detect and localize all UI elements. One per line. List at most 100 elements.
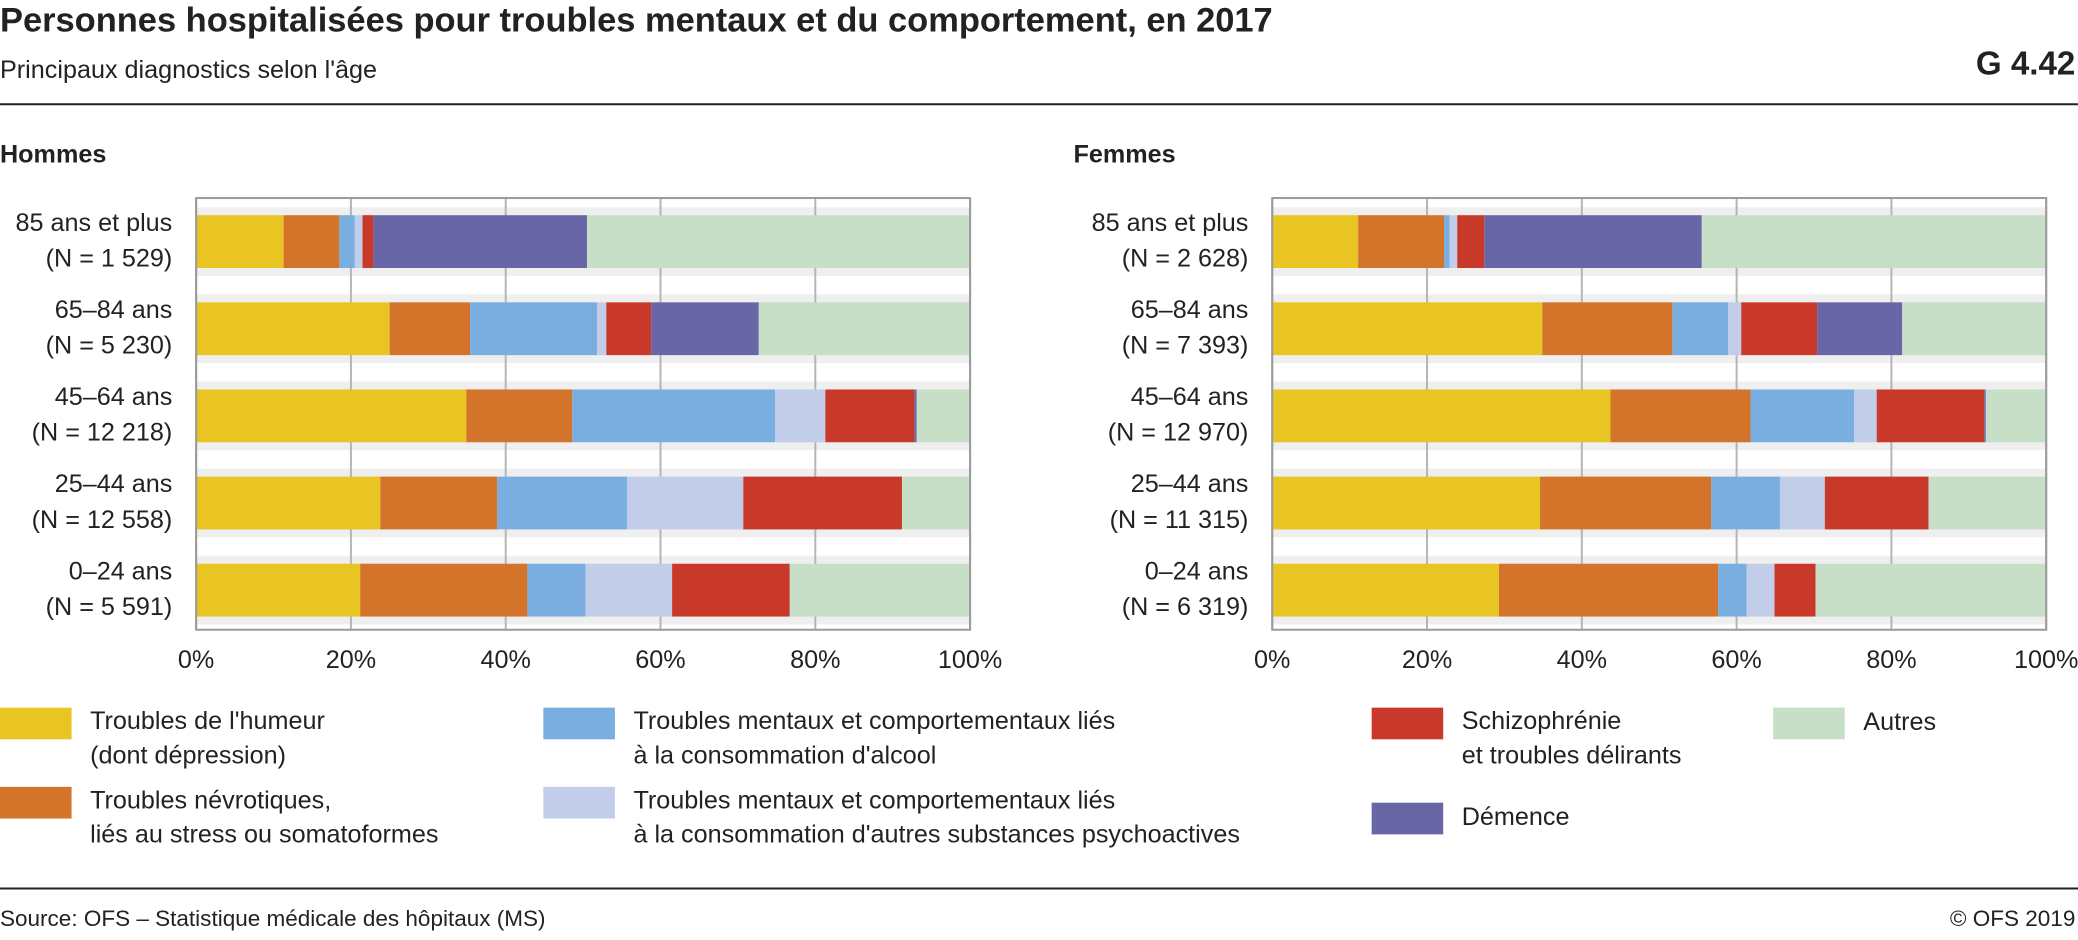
bar-segment (373, 215, 587, 269)
y-tick-label: 65–84 ans (N = 5 230) (46, 296, 173, 360)
bar-segment (1272, 563, 1500, 617)
bar-segment (1542, 302, 1673, 356)
x-tick-label: 20% (326, 646, 376, 674)
bar-segment (196, 476, 381, 530)
y-tick-label: 0–24 ans (N = 6 319) (1122, 557, 1249, 621)
x-tick-label: 60% (1711, 646, 1761, 674)
legend-swatch (1773, 707, 1845, 740)
bar-segment (1272, 389, 1611, 443)
y-tick-label: 25–44 ans (N = 12 558) (32, 470, 173, 534)
bar-segment (825, 389, 915, 443)
bar-segment (354, 215, 363, 269)
legend-label: Démence (1462, 803, 1570, 831)
bar-segment (1711, 476, 1780, 530)
bar-segment (1876, 389, 1985, 443)
figure-code: G 4.42 (1976, 46, 2075, 83)
bar-segment (1272, 215, 1359, 269)
legend-label: Autres (1863, 708, 1936, 736)
bar-segment (362, 215, 374, 269)
x-tick-label: 0% (1254, 646, 1290, 674)
y-tick-label: 85 ans et plus (N = 2 628) (1092, 208, 1249, 272)
legend-label: Troubles de l'humeur (dont dépression) (90, 707, 325, 769)
bar-segment (572, 389, 776, 443)
subtitle: Principaux diagnostics selon l'âge (0, 56, 377, 84)
panel-title: Femmes (1073, 140, 1175, 168)
bar-segment (901, 476, 971, 530)
bar-segment (389, 302, 471, 356)
bar-segment (1746, 563, 1775, 617)
bar-segment (196, 302, 390, 356)
bar-segment (1750, 389, 1855, 443)
bar-segment (1854, 389, 1877, 443)
bar-segment (196, 563, 361, 617)
bar-segment (627, 476, 744, 530)
legend-swatch (543, 786, 615, 819)
bar-segment (1701, 215, 2047, 269)
legend-label: Schizophrénie et troubles délirants (1462, 707, 1682, 769)
bar-segment (585, 563, 673, 617)
bar-segment (1358, 215, 1445, 269)
y-tick-label: 25–44 ans (N = 11 315) (1110, 470, 1249, 534)
bar-segment (1779, 476, 1825, 530)
x-tick-label: 80% (1866, 646, 1916, 674)
bar-segment (1457, 215, 1485, 269)
bar-segment (1741, 302, 1818, 356)
title: Personnes hospitalisées pour troubles me… (0, 2, 1273, 40)
bar-segment (470, 302, 598, 356)
bar-segment (586, 215, 971, 269)
y-tick-label: 0–24 ans (N = 5 591) (46, 557, 173, 621)
x-tick-label: 60% (635, 646, 685, 674)
bar-segment (380, 476, 498, 530)
bar-segment (1444, 215, 1450, 269)
legend-label: Troubles névrotiques, liés au stress ou s… (90, 786, 438, 848)
bar-segment (527, 563, 586, 617)
bar-segment (1928, 476, 2047, 530)
bar-segment (196, 215, 284, 269)
bar-segment (1499, 563, 1719, 617)
bar-segment (789, 563, 971, 617)
bar-segment (916, 389, 971, 443)
bar-segment (1728, 302, 1742, 356)
bar-segment (1272, 476, 1541, 530)
copyright: © OFS 2019 (1950, 906, 2075, 931)
legend-swatch (1371, 802, 1444, 835)
bar-segment (914, 389, 917, 443)
bar-segment (196, 389, 467, 443)
legend-swatch (543, 707, 615, 740)
bar-segment (775, 389, 826, 443)
bar-segment (1484, 215, 1702, 269)
bar-segment (1774, 563, 1816, 617)
bar-segment (1984, 389, 1986, 443)
bar-segment (743, 476, 902, 530)
bar-segment (597, 302, 607, 356)
bar-segment (651, 302, 759, 356)
x-tick-label: 20% (1402, 646, 1452, 674)
bar-segment (1815, 563, 2047, 617)
bar-segment (1449, 215, 1458, 269)
bar-segment (1985, 389, 2047, 443)
bar-segment (1672, 302, 1729, 356)
bar-segment (672, 563, 790, 617)
panel-title: Hommes (0, 140, 106, 168)
bar-segment (1610, 389, 1751, 443)
bar-segment (1718, 563, 1747, 617)
x-tick-label: 100% (938, 646, 1002, 674)
legend-swatch (0, 786, 72, 819)
legend-swatch (0, 707, 72, 740)
legend-label: Troubles mentaux et comportementaux liés… (633, 707, 1115, 769)
bar-segment (1272, 302, 1543, 356)
y-tick-label: 45–64 ans (N = 12 218) (32, 383, 173, 447)
bar-segment (758, 302, 971, 356)
plot-border (1271, 197, 2048, 631)
bar-segment (606, 302, 652, 356)
bar-segment (1902, 302, 2047, 356)
bar-segment (339, 215, 355, 269)
bar-segment (360, 563, 528, 617)
y-tick-label: 45–64 ans (N = 12 970) (1108, 383, 1249, 447)
plot-border (195, 197, 972, 631)
legend-swatch (1371, 707, 1444, 740)
bar-segment (1817, 302, 1903, 356)
x-tick-label: 80% (790, 646, 840, 674)
